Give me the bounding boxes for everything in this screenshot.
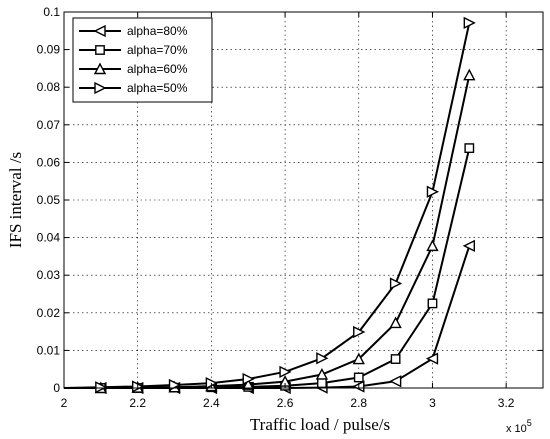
x-tick-label: 2.8 (350, 396, 367, 410)
y-tick-label: 0.04 (37, 231, 61, 245)
triangle-left-marker (425, 352, 439, 365)
y-tick-label: 0.06 (37, 155, 61, 169)
triangle-up-marker (463, 68, 476, 81)
legend: alpha=80% alpha=70% alpha=60% alpha=50% (72, 17, 213, 103)
legend-label: alpha=60% (127, 62, 188, 76)
y-tick-label: 0.01 (37, 343, 61, 357)
x-tick-label: 2.4 (203, 396, 220, 410)
series-line (63, 22, 471, 389)
triangle-up-marker (389, 316, 402, 329)
x-exponent-label: x 105 (506, 418, 532, 435)
x-axis-title: Traffic load / pulse/s (250, 415, 390, 434)
triangle-right-marker (353, 325, 366, 339)
triangle-right-marker (426, 185, 440, 198)
triangle-up-marker (426, 239, 439, 252)
square-marker (390, 354, 401, 364)
y-tick-label: 0.03 (37, 268, 61, 282)
grid (64, 12, 543, 388)
legend-label: alpha=70% (127, 43, 188, 57)
triangle-right-marker (95, 381, 108, 394)
y-tick-label: 0.1 (43, 5, 60, 19)
x-tick-label: 2 (61, 396, 68, 410)
x-tick-label: 2.6 (277, 396, 294, 410)
x-exponent-power: 5 (527, 418, 532, 428)
ticks: 2 2.2 2.4 2.6 2.8 3 3.2 0 0.01 0.02 0.03 0.04 0.05 0.… (37, 5, 543, 410)
triangle-up-marker (242, 378, 255, 390)
legend-item: alpha=50% (79, 81, 188, 95)
square-marker (464, 143, 475, 154)
x-tick-label: 3 (429, 396, 436, 410)
x-tick-label: 3.2 (498, 396, 515, 410)
triangle-up-marker (315, 367, 329, 380)
triangle-right-marker (168, 378, 182, 392)
y-tick-label: 0.05 (37, 193, 61, 207)
legend-label: alpha=80% (127, 24, 188, 38)
square-marker (95, 45, 105, 55)
triangle-right-marker (279, 365, 292, 378)
legend-item: alpha=80% (79, 24, 188, 38)
triangle-right-marker (389, 277, 403, 290)
legend-item: alpha=70% (79, 43, 188, 57)
square-marker (427, 298, 438, 309)
x-tick-label: 2.2 (129, 396, 146, 410)
triangle-left-marker (389, 375, 402, 388)
y-axis-title: IFS interval /s (6, 152, 25, 248)
triangle-right-marker (242, 372, 255, 386)
y-tick-label: 0 (53, 381, 60, 395)
y-tick-label: 0.08 (37, 80, 61, 94)
legend-label: alpha=50% (127, 81, 188, 95)
square-marker (317, 378, 327, 389)
triangle-up-marker (352, 352, 365, 365)
legend-item: alpha=60% (79, 62, 188, 76)
triangle-right-marker (316, 352, 329, 365)
y-tick-label: 0.09 (37, 43, 61, 57)
triangle-left-marker (93, 24, 106, 38)
triangle-right-marker (94, 81, 107, 95)
triangle-right-marker (463, 16, 476, 30)
y-tick-label: 0.02 (37, 306, 61, 320)
triangle-up-marker (93, 62, 107, 75)
triangle-left-marker (462, 239, 476, 253)
square-marker (353, 372, 364, 383)
y-tick-label: 0.07 (37, 118, 61, 132)
